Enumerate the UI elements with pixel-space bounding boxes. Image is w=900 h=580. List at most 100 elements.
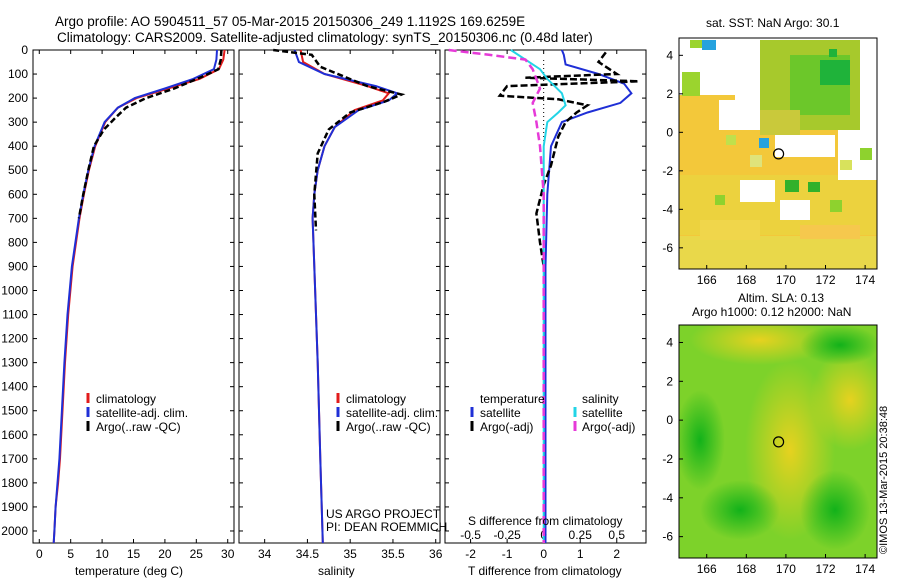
s-tick-label: 0.5 [608, 528, 625, 542]
temperature-xlabel: temperature (deg C) [75, 564, 184, 578]
diff-legend-t-satellite: satellite [480, 406, 521, 420]
x-tick-label: 20 [158, 547, 172, 561]
sal-legend-argo: Argo(..raw -QC) [346, 420, 431, 434]
map-y-tick-label: -6 [662, 530, 673, 544]
map-x-tick-label: 174 [855, 562, 875, 576]
map-x-tick-label: 172 [816, 273, 836, 287]
map-y-tick-label: 2 [666, 374, 673, 388]
x-tick-label: 10 [95, 547, 109, 561]
sla-map-title-line1: Altim. SLA: 0.13 [738, 291, 825, 305]
series-line-s-argo-adj- [448, 48, 545, 543]
y-tick-label: 1200 [1, 332, 28, 346]
map-y-tick-label: -2 [662, 164, 673, 178]
float-position-marker [772, 148, 785, 160]
x-tick-label: -1 [502, 547, 513, 561]
salinity-panel [238, 49, 441, 544]
series-line-t-argo-adj- [497, 51, 639, 267]
y-tick-label: 200 [8, 91, 28, 105]
y-tick-label: 1500 [1, 404, 28, 418]
diff-legend-s-satellite: satellite [582, 406, 623, 420]
x-tick-label: 30 [221, 547, 235, 561]
temperature-panel [32, 49, 235, 544]
map-x-tick-label: 168 [736, 273, 756, 287]
x-tick-label: 36 [429, 547, 443, 561]
x-tick-label: 2 [613, 547, 620, 561]
y-tick-label: 2000 [1, 524, 28, 538]
y-tick-label: 600 [8, 187, 28, 201]
sal-legend-climatology: climatology [346, 392, 407, 406]
map-y-tick-label: 2 [666, 87, 673, 101]
s-tick-label: -0.5 [460, 528, 481, 542]
map-y-tick-label: 0 [666, 125, 673, 139]
plot-title-line1: Argo profile: AO 5904511_57 05-Mar-2015 … [55, 14, 526, 29]
y-tick-label: 700 [8, 211, 28, 225]
x-tick-label: 25 [190, 547, 204, 561]
series-line-s-satellite [510, 49, 567, 543]
x-tick-label: -2 [465, 547, 476, 561]
map-x-tick-label: 170 [776, 273, 796, 287]
y-tick-label: 1400 [1, 380, 28, 394]
diff-legend-t-argo: Argo(-adj) [480, 420, 534, 434]
sst-map [679, 38, 877, 269]
map-y-tick-label: -2 [662, 452, 673, 466]
series-line-climatology [299, 49, 391, 544]
x-tick-label: 5 [67, 547, 74, 561]
y-tick-label: 1900 [1, 500, 28, 514]
difference-xlabel: T difference from climatology [468, 564, 622, 578]
y-tick-label: 100 [8, 67, 28, 81]
x-tick-label: 34 [258, 547, 272, 561]
x-tick-label: 0 [36, 547, 43, 561]
y-tick-label: 800 [8, 235, 28, 249]
y-tick-label: 1100 [2, 308, 28, 322]
y-tick-label: 1300 [1, 356, 28, 370]
map-x-tick-label: 174 [855, 273, 875, 287]
float-position-marker [772, 436, 785, 448]
series-line-argo-raw-qc- [77, 49, 223, 219]
temp-legend-satellite: satellite-adj. clim. [96, 406, 189, 420]
diff-legend-temperature-title: temperature [480, 392, 545, 406]
sla-map [679, 325, 877, 558]
y-tick-label: 1800 [1, 476, 28, 490]
y-tick-label: 500 [8, 163, 28, 177]
map-x-tick-label: 168 [736, 562, 756, 576]
map-y-tick-label: 4 [666, 48, 673, 62]
sal-legend-satellite: satellite-adj. clim. [346, 406, 439, 420]
sst-map-frame [678, 37, 878, 270]
y-tick-label: 0 [21, 43, 28, 57]
difference-top-xlabel: S difference from climatology [468, 514, 623, 528]
map-x-tick-label: 172 [816, 562, 836, 576]
map-y-tick-label: -6 [662, 241, 673, 255]
map-x-tick-label: 166 [697, 273, 717, 287]
x-tick-label: 35 [344, 547, 358, 561]
x-tick-label: 15 [127, 547, 141, 561]
imos-timestamp: ©IMOS 13-Mar-2015 20:38:48 [878, 405, 890, 554]
diff-legend-s-argo: Argo(-adj) [582, 420, 636, 434]
series-line-climatology [52, 49, 226, 544]
temp-legend-climatology: climatology [96, 392, 157, 406]
y-tick-label: 1700 [1, 452, 28, 466]
project-credit: US ARGO PROJECT [326, 507, 441, 521]
y-tick-label: 1000 [1, 283, 28, 297]
sst-map-title: sat. SST: NaN Argo: 30.1 [706, 16, 840, 30]
x-tick-label: 35.5 [381, 547, 405, 561]
y-tick-label: 900 [8, 259, 28, 273]
pi-credit: PI: DEAN ROEMMICH [326, 520, 448, 534]
sla-map-title-line2: Argo h1000: 0.12 h2000: NaN [692, 305, 852, 319]
y-tick-label: 400 [8, 139, 28, 153]
s-tick-label: -0.25 [493, 528, 521, 542]
series-line-satellite-adj-clim- [52, 49, 218, 544]
s-tick-label: 0.25 [569, 528, 593, 542]
series-line-satellite-adj-clim- [293, 49, 400, 544]
series-line-argo-raw-qc- [273, 48, 406, 231]
map-y-tick-label: -4 [662, 491, 673, 505]
x-tick-label: 34.5 [296, 547, 320, 561]
map-y-tick-label: 0 [666, 413, 673, 427]
x-tick-label: 1 [577, 547, 584, 561]
salinity-xlabel: salinity [318, 564, 355, 578]
y-tick-label: 300 [8, 115, 28, 129]
map-y-tick-label: 4 [666, 335, 673, 349]
diff-legend-salinity-title: salinity [582, 392, 619, 406]
temp-legend-argo: Argo(..raw -QC) [96, 420, 181, 434]
sla-map-frame [678, 324, 878, 559]
